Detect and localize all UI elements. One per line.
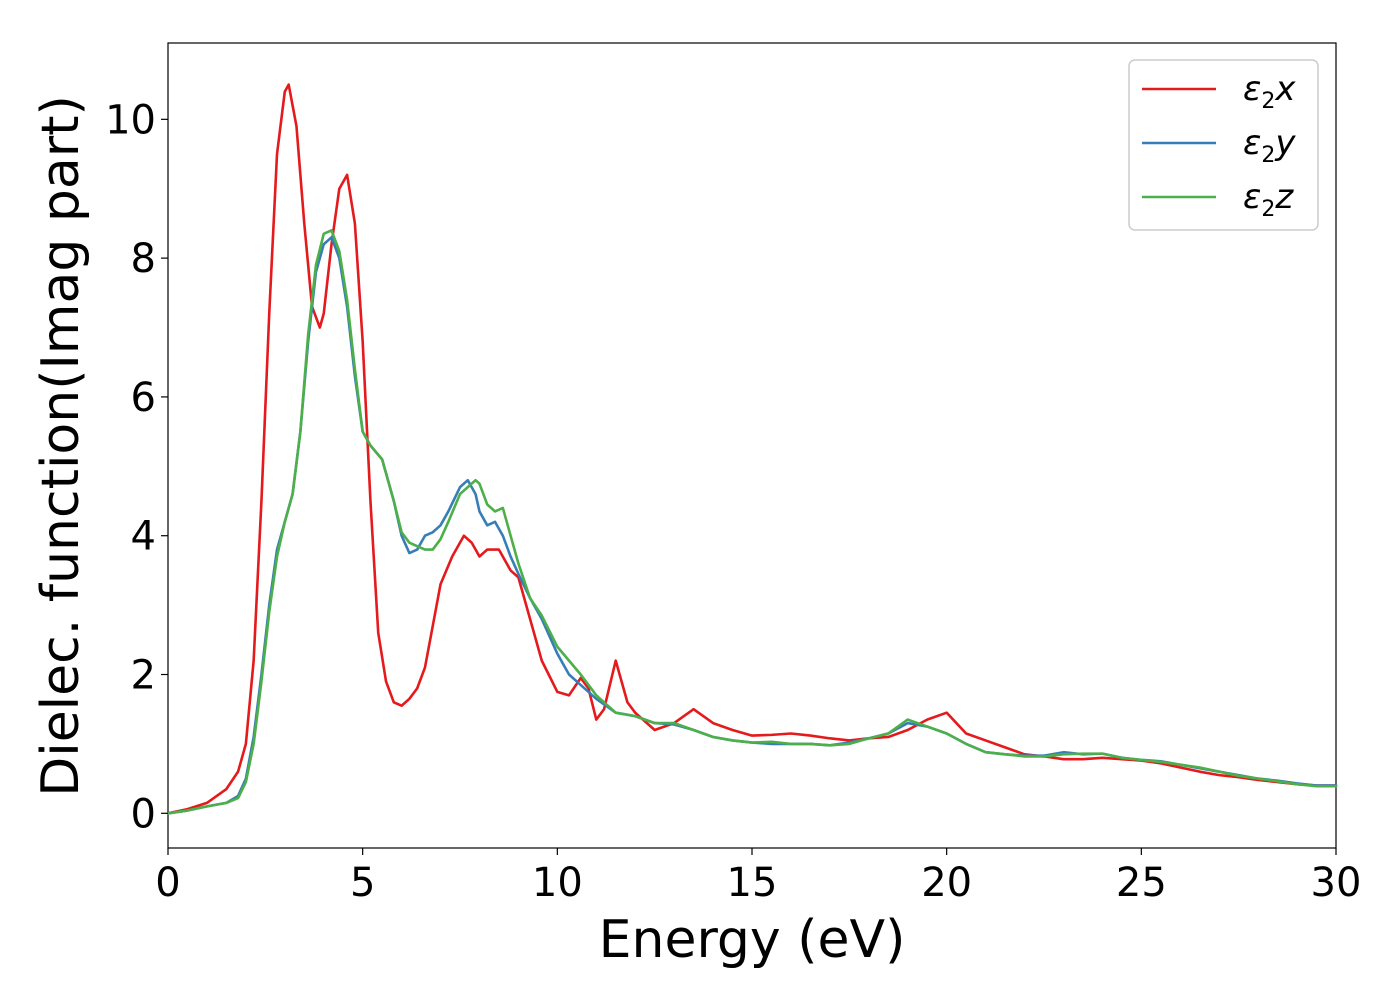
x-tick-label: 0 [155,860,180,906]
x-tick-label: 25 [1116,860,1167,906]
legend: ε2x ε2y ε2z [1128,59,1319,231]
y-tick-label: 10 [105,97,156,143]
legend-label-y: ε2y [1243,123,1296,168]
y-tick-label: 4 [131,514,156,560]
y-tick-label: 2 [131,653,156,699]
series-line-x [166,83,1338,815]
legend-label-z: ε2z [1243,177,1294,222]
y-tick-label: 0 [131,791,156,837]
x-tick-label: 30 [1311,860,1362,906]
y-axis-title: Dielec. function(Imag part) [31,95,91,797]
y-tick-label: 6 [131,375,156,421]
x-tick-label: 20 [921,860,972,906]
y-axis-ticks: 0 2 4 6 8 10 [105,97,168,837]
x-tick-label: 5 [350,860,375,906]
x-axis-title: Energy (eV) [599,910,906,970]
legend-box [1128,59,1319,231]
x-axis-ticks: 0 5 10 15 20 25 30 [155,848,1361,906]
x-tick-label: 10 [532,860,583,906]
series-line-z [166,229,1338,815]
y-tick-label: 8 [131,236,156,282]
legend-label-x: ε2x [1243,69,1296,114]
x-tick-label: 15 [727,860,778,906]
series-layer [166,83,1338,815]
